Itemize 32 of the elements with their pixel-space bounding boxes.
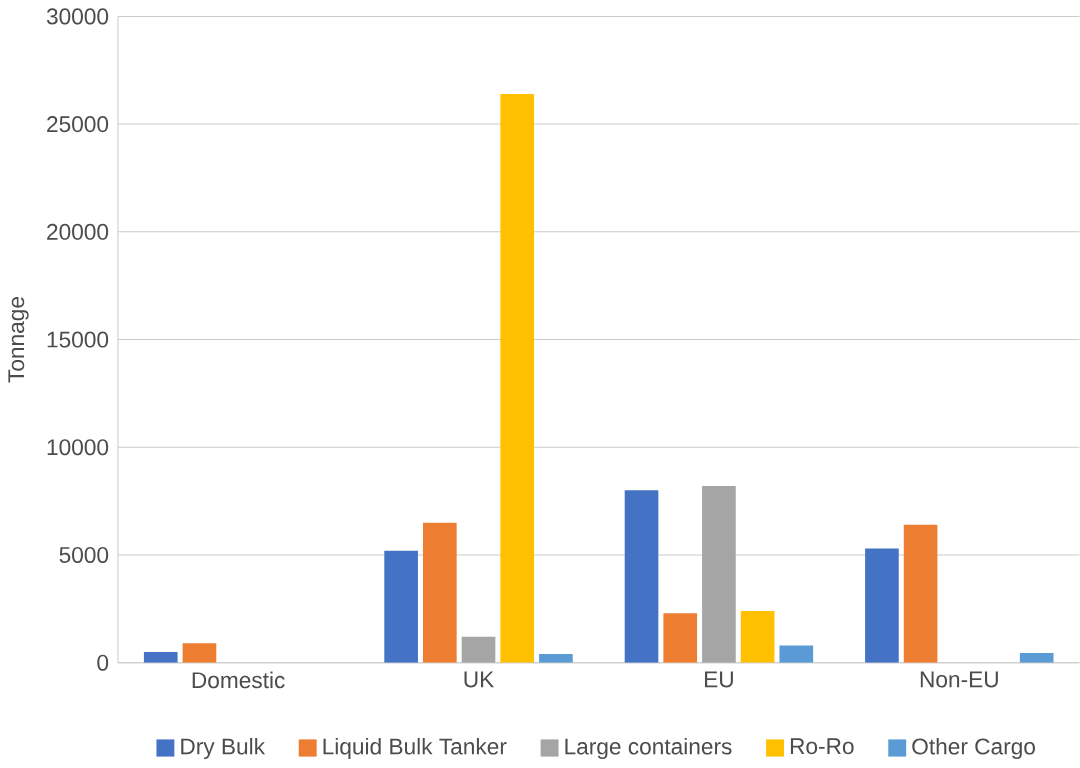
- y-tick-label: 20000: [47, 223, 109, 240]
- y-tick-label: 30000: [46, 8, 109, 25]
- y-tick-label: 10000: [47, 439, 109, 456]
- bar: [423, 522, 457, 663]
- y-tick-label: 5000: [59, 546, 109, 563]
- bar: [702, 485, 736, 663]
- y-axis-title: Tonnage: [8, 296, 29, 383]
- y-tick-label: 0: [97, 654, 109, 671]
- legend-label: Other Cargo: [912, 737, 1035, 759]
- bar: [461, 636, 496, 663]
- legend-label: Liquid Bulk Tanker: [323, 737, 507, 759]
- bar: [779, 645, 814, 663]
- bar: [1019, 652, 1054, 663]
- bar: [143, 651, 178, 663]
- x-tick-label: Domestic: [192, 671, 285, 689]
- bar: [740, 610, 775, 663]
- bar: [182, 643, 217, 663]
- bar: [903, 524, 938, 663]
- x-tick-label: UK: [464, 671, 494, 688]
- legend-label: Large containers: [565, 737, 732, 759]
- bar: [663, 613, 698, 663]
- x-tick-label: Non-EU: [920, 671, 998, 688]
- bar: [500, 93, 535, 663]
- y-tick-label: 15000: [47, 331, 109, 348]
- bar: [865, 548, 899, 663]
- legend-label: Dry Bulk: [181, 737, 266, 759]
- bar: [384, 550, 418, 663]
- legend-label: Ro-Ro: [790, 738, 854, 755]
- x-tick-label: EU: [705, 671, 733, 688]
- bar: [624, 490, 659, 663]
- bar: [539, 653, 573, 663]
- y-tick-label: 25000: [47, 116, 109, 133]
